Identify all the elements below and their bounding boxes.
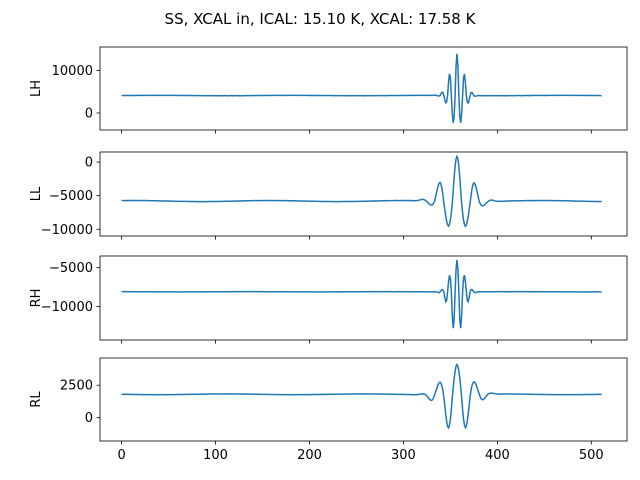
- axes-frame: [99, 46, 628, 131]
- series-line-ll: [121, 154, 602, 228]
- y-tick-label: 0: [85, 106, 93, 121]
- x-tick-label: 0: [117, 448, 125, 463]
- y-axis-label: LL: [29, 186, 44, 201]
- y-tick-label: 2500: [60, 379, 93, 394]
- figure-title: SS, XCAL in, ICAL: 15.10 K, XCAL: 17.58 …: [165, 10, 477, 28]
- x-tick-label: 200: [297, 448, 322, 463]
- x-tick-label: 300: [391, 448, 416, 463]
- subplot-ll: −10000 −5000 0 LL: [29, 151, 628, 240]
- y-tick-label: −5000: [49, 189, 93, 204]
- y-tick-label: −10000: [41, 300, 93, 315]
- axes-frame: [99, 151, 628, 237]
- series-line-rl: [121, 363, 602, 430]
- x-tick-label: 500: [579, 448, 604, 463]
- y-axis-label: RL: [29, 391, 44, 408]
- y-tick-label: 10000: [52, 64, 93, 79]
- y-tick-label: 0: [85, 411, 93, 426]
- x-tick-label: 400: [485, 448, 510, 463]
- y-tick-label: 0: [85, 156, 93, 171]
- series-line-rh: [121, 259, 602, 329]
- axes-frame: [99, 255, 628, 341]
- y-axis-label: LH: [29, 80, 44, 97]
- subplots-group: 0 10000 LH −10000 −5000 0 LL −10000 −5000 RH 0 100 2…: [29, 46, 628, 463]
- series-line-lh: [121, 53, 602, 124]
- y-axis-label: RH: [29, 289, 44, 308]
- subplot-rl: 0 100 200 300 400 500 0 2500 RL: [29, 357, 628, 463]
- axes-frame: [99, 357, 628, 442]
- y-tick-label: −5000: [49, 261, 93, 276]
- y-tick-label: −10000: [41, 223, 93, 238]
- subplot-lh: 0 10000 LH: [29, 46, 628, 134]
- subplot-rh: −10000 −5000 RH: [29, 255, 628, 344]
- x-tick-label: 100: [203, 448, 228, 463]
